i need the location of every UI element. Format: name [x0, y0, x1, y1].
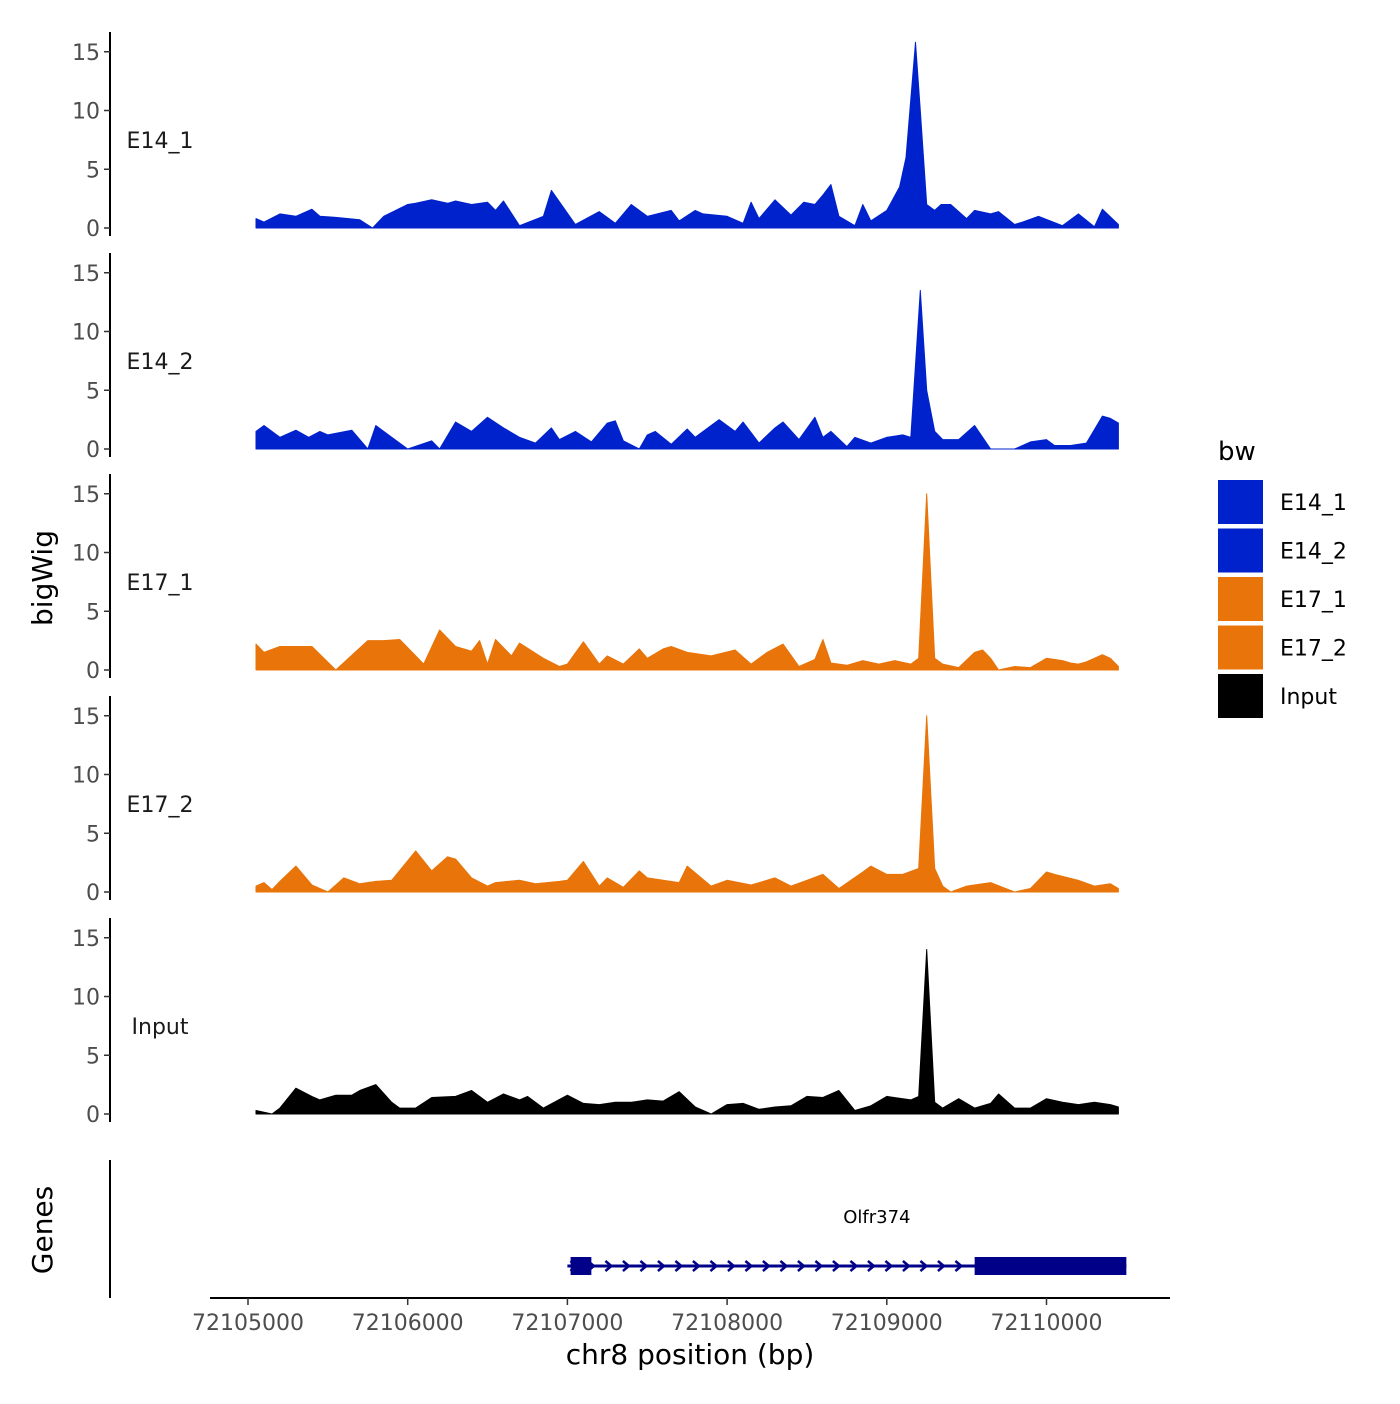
y-tick-label: 5 — [86, 1044, 100, 1069]
gene-exon — [974, 1257, 1127, 1275]
y-tick-label: 10 — [72, 100, 100, 125]
y-tick-label: 10 — [72, 986, 100, 1011]
y-tick-label: 5 — [86, 600, 100, 625]
x-tick-label: 72105000 — [192, 1311, 304, 1336]
strand-arrow — [657, 1260, 666, 1272]
strand-arrow — [954, 1260, 964, 1272]
y-tick-label: 0 — [86, 659, 100, 684]
genes-panel: Olfr374 — [109, 1160, 1127, 1298]
y-tick-label: 15 — [72, 262, 100, 287]
track-label: E17_1 — [127, 571, 194, 596]
track-panel-Input: 0 5 10 15 Input — [72, 918, 1119, 1128]
track-label: E17_2 — [127, 793, 194, 818]
legend-label-E17_2: E17_2 — [1280, 637, 1347, 662]
track-label: E14_1 — [127, 129, 194, 154]
strand-arrow — [674, 1260, 684, 1272]
legend-swatch-Input — [1218, 674, 1263, 718]
strand-arrow — [727, 1260, 736, 1272]
x-tick-label: 72110000 — [991, 1311, 1103, 1336]
y-tick-label: 0 — [86, 1103, 100, 1128]
y-tick-label: 10 — [72, 321, 100, 346]
y-tick-label: 15 — [72, 927, 100, 952]
track-panel-E17_1: 0 5 10 15 E17_1 — [72, 474, 1119, 684]
track-panel-E14_2: 0 5 10 15 E14_2 — [72, 253, 1119, 463]
area-E17_2 — [255, 715, 1119, 893]
strand-arrow — [779, 1260, 789, 1272]
y-tick-label: 5 — [86, 822, 100, 847]
strand-arrow — [884, 1260, 894, 1272]
strand-arrow — [797, 1260, 806, 1272]
y-tick-label: 15 — [72, 41, 100, 66]
area-E14_1 — [255, 41, 1119, 229]
track-panels: 0 5 10 15 E14_1 0 5 10 15 E14_2 0 5 10 15 E17_1 0 5 10 15 E… — [72, 32, 1119, 1128]
track-panel-E14_1: 0 5 10 15 E14_1 — [72, 32, 1119, 242]
legend-label-E14_1: E14_1 — [1280, 491, 1347, 516]
strand-arrow — [762, 1260, 771, 1272]
y-tick-label: 5 — [86, 379, 100, 404]
strand-arrow — [867, 1260, 876, 1272]
strand-arrow — [937, 1260, 946, 1272]
strand-arrow — [902, 1260, 911, 1272]
legend-swatch-E17_1 — [1218, 577, 1263, 621]
strand-arrow — [919, 1260, 929, 1272]
strand-arrow — [692, 1260, 701, 1272]
gene-name-label: Olfr374 — [843, 1207, 910, 1228]
y-tick-label: 10 — [72, 542, 100, 567]
legend-label-E17_1: E17_1 — [1280, 588, 1347, 613]
x-tick-label: 72109000 — [831, 1311, 943, 1336]
area-Input — [255, 949, 1119, 1115]
legend-label-Input: Input — [1280, 685, 1337, 710]
y-axis-title: bigWig — [26, 530, 59, 626]
strand-arrow — [709, 1260, 719, 1272]
strand-arrow — [604, 1260, 614, 1272]
strand-arrow — [639, 1260, 649, 1272]
strand-arrow — [622, 1260, 631, 1272]
strand-arrow — [849, 1260, 859, 1272]
strand-arrow — [744, 1260, 754, 1272]
x-tick-label: 72106000 — [352, 1311, 464, 1336]
y-tick-label: 10 — [72, 764, 100, 789]
legend-swatch-E14_2 — [1218, 528, 1263, 573]
x-tick-label: 72108000 — [671, 1311, 783, 1336]
genes-track-title: Genes — [26, 1186, 59, 1274]
track-panel-E17_2: 0 5 10 15 E17_2 — [72, 696, 1119, 906]
legend: bw E14_1 E14_2 E17_1 E17_2 Input — [1218, 437, 1347, 718]
track-label: Input — [132, 1015, 189, 1040]
legend-swatch-E17_2 — [1218, 625, 1263, 670]
legend-title: bw — [1218, 437, 1256, 467]
track-label: E14_2 — [127, 350, 194, 375]
y-tick-label: 15 — [72, 705, 100, 730]
y-tick-label: 0 — [86, 438, 100, 463]
area-E14_2 — [255, 289, 1119, 450]
y-tick-label: 0 — [86, 217, 100, 242]
x-axis-title: chr8 position (bp) — [566, 1338, 815, 1371]
x-tick-label: 72107000 — [511, 1311, 623, 1336]
y-tick-label: 0 — [86, 881, 100, 906]
y-tick-label: 15 — [72, 483, 100, 508]
strand-arrow — [814, 1260, 824, 1272]
legend-swatch-E14_1 — [1218, 480, 1263, 524]
x-axis: 72105000 72106000 72107000 72108000 72109000… — [192, 1297, 1170, 1336]
legend-label-E14_2: E14_2 — [1280, 540, 1347, 565]
gene-exon — [570, 1257, 592, 1275]
area-E17_1 — [255, 493, 1119, 671]
strand-arrow — [832, 1260, 841, 1272]
y-tick-label: 5 — [86, 158, 100, 183]
